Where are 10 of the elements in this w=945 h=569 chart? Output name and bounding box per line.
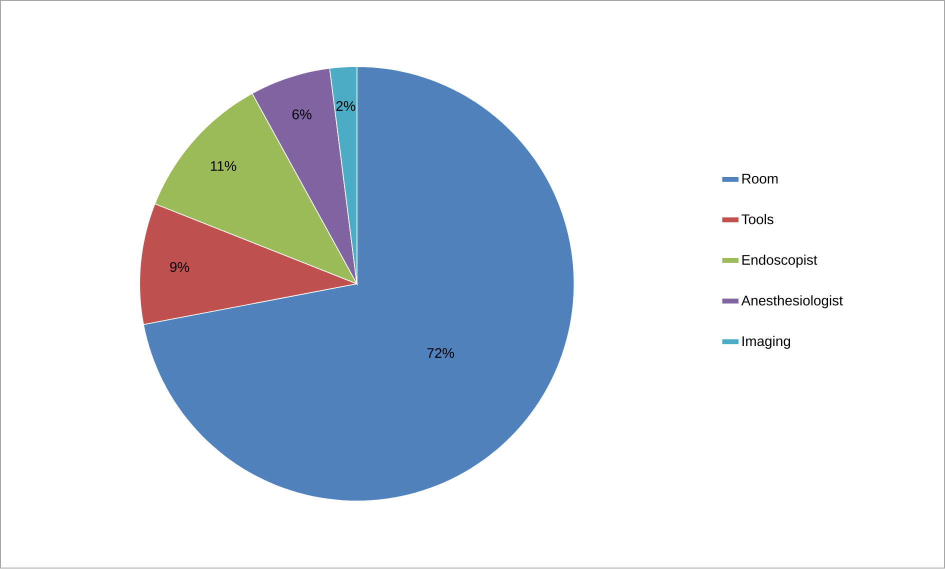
legend-label: Tools xyxy=(742,214,774,224)
data-label: 2% xyxy=(336,101,356,112)
data-label: 72% xyxy=(427,348,454,358)
legend-label: Room xyxy=(742,174,778,184)
data-label: 9% xyxy=(170,262,190,272)
legend-label: Anesthesiologist xyxy=(741,295,843,308)
data-label: 11% xyxy=(210,161,236,172)
data-label: 6% xyxy=(292,110,312,120)
legend-label: Endoscopist xyxy=(742,254,818,268)
legend-label: Imaging xyxy=(742,336,790,350)
